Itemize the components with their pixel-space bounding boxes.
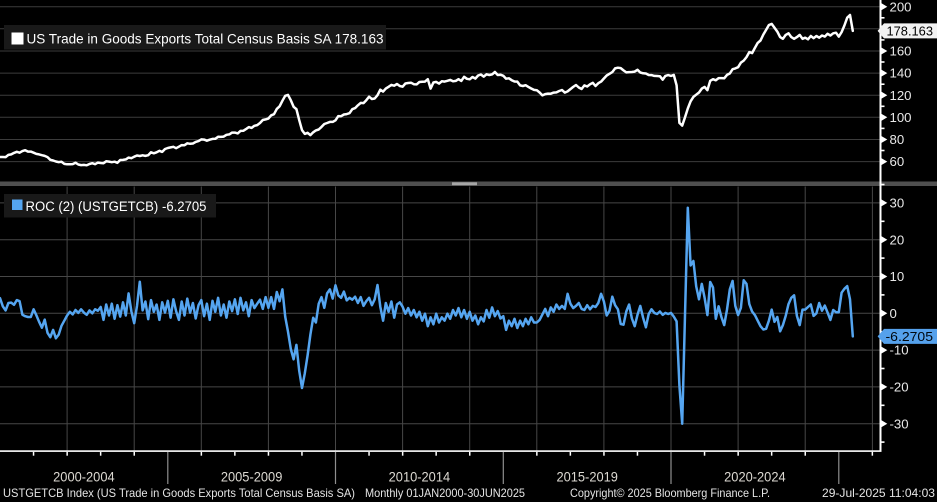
svg-text:US Trade in Goods Exports Tota: US Trade in Goods Exports Total Census B… <box>27 31 384 46</box>
svg-text:10: 10 <box>890 269 905 284</box>
svg-text:0: 0 <box>890 306 897 321</box>
svg-text:80: 80 <box>890 132 905 147</box>
svg-text:60: 60 <box>890 154 905 169</box>
svg-text:USTGETCB Index (US Trade in Go: USTGETCB Index (US Trade in Goods Export… <box>3 486 355 500</box>
svg-text:-10: -10 <box>890 343 909 358</box>
svg-text:200: 200 <box>890 0 912 14</box>
svg-text:140: 140 <box>890 66 912 81</box>
svg-text:160: 160 <box>890 44 912 59</box>
svg-text:20: 20 <box>890 232 905 247</box>
svg-text:100: 100 <box>890 110 912 125</box>
svg-text:120: 120 <box>890 88 912 103</box>
svg-text:30: 30 <box>890 196 905 211</box>
svg-text:Copyright© 2025 Bloomberg Fina: Copyright© 2025 Bloomberg Finance L.P. <box>570 486 770 500</box>
svg-text:2020-2024: 2020-2024 <box>724 469 786 485</box>
svg-text:29-Jul-2025 11:04:03: 29-Jul-2025 11:04:03 <box>822 486 935 500</box>
svg-text:2015-2019: 2015-2019 <box>556 469 618 485</box>
svg-text:178.163: 178.163 <box>887 24 934 39</box>
svg-text:2005-2009: 2005-2009 <box>221 469 283 485</box>
svg-text:-6.2705: -6.2705 <box>886 329 934 344</box>
svg-text:-20: -20 <box>890 380 909 395</box>
svg-text:2000-2004: 2000-2004 <box>53 469 115 485</box>
svg-text:2010-2014: 2010-2014 <box>389 469 451 485</box>
svg-text:Monthly 01JAN2000-30JUN2025: Monthly 01JAN2000-30JUN2025 <box>365 486 525 500</box>
svg-text:-30: -30 <box>890 416 909 431</box>
svg-text:ROC (2) (USTGETCB) -6.2705: ROC (2) (USTGETCB) -6.2705 <box>26 199 207 214</box>
